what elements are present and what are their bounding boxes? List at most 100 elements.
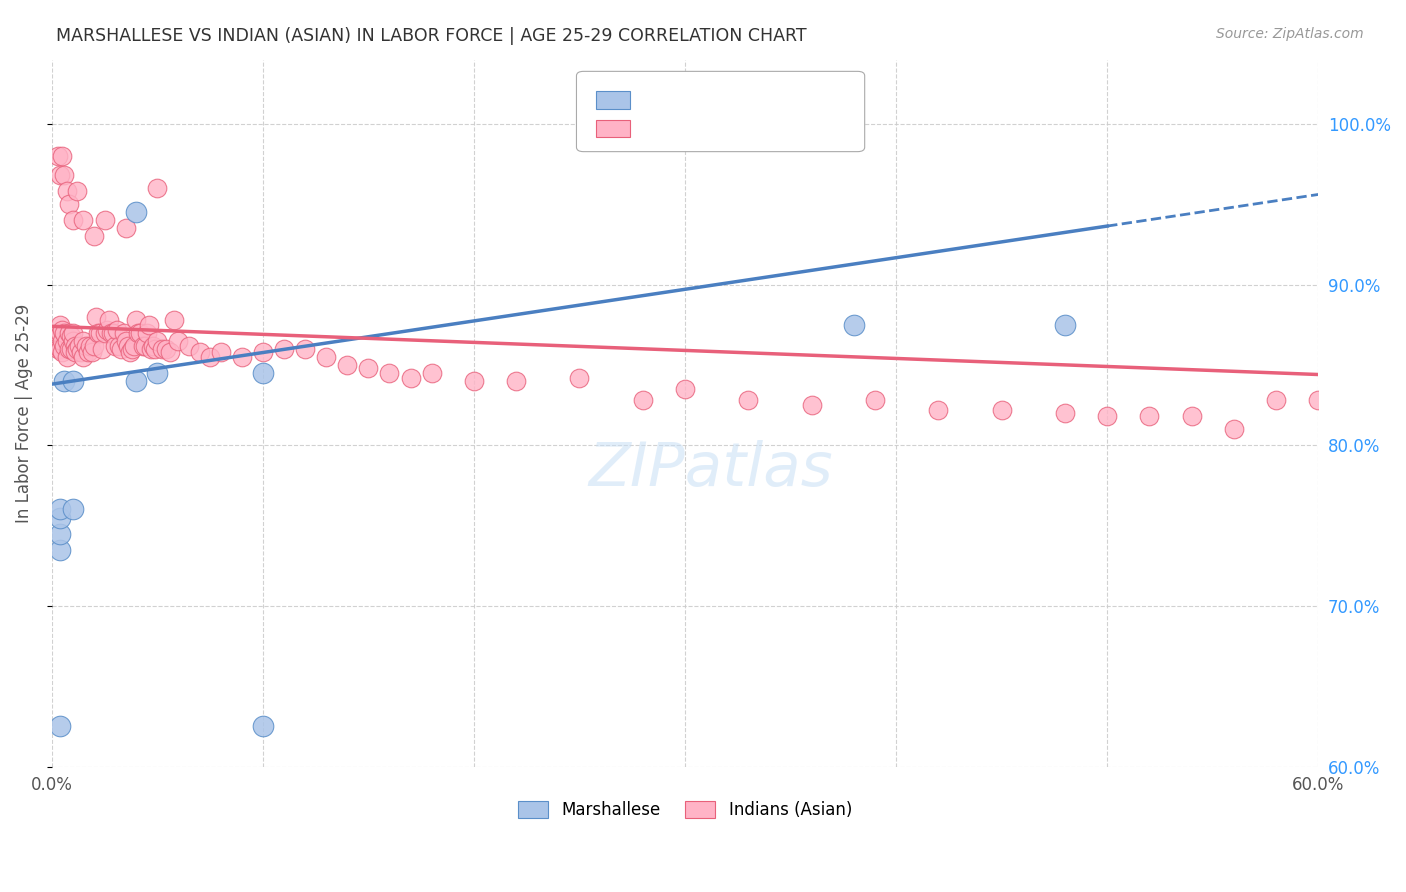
Legend: Marshallese, Indians (Asian): Marshallese, Indians (Asian) [512,794,859,825]
Point [357,361,380,376]
Point [139,342,162,356]
Point [72,334,94,348]
Point [146,334,169,348]
Point [273,342,295,356]
Point [673,382,696,396]
Point [1095,409,1118,424]
Point [927,402,949,417]
Point [62,334,84,348]
Point [101,326,124,340]
Point [62,213,84,227]
Point [167,334,190,348]
Point [49,342,72,356]
Point [58,197,80,211]
Point [420,366,443,380]
Point [79,338,101,352]
Point [134,338,156,352]
Point [105,322,128,336]
Point [737,393,759,408]
Point [89,326,111,340]
Point [118,345,141,359]
Point [93,213,115,227]
Point [62,374,84,388]
Point [49,326,72,340]
Text: R = -0.204   N = 109: R = -0.204 N = 109 [636,120,834,137]
Point [51,334,73,348]
Point [631,393,654,408]
Point [378,366,401,380]
Point [46,149,69,163]
Y-axis label: In Labor Force | Age 25-29: In Labor Force | Age 25-29 [15,303,32,523]
Point [399,370,422,384]
Point [83,338,105,352]
Point [49,510,72,524]
Point [63,345,86,359]
Point [53,326,76,340]
Point [75,338,97,352]
Point [100,326,122,340]
Point [53,338,76,352]
Point [1181,409,1204,424]
Point [117,338,139,352]
Point [46,342,69,356]
Text: ZIPatlas: ZIPatlas [588,440,832,500]
Point [84,310,107,324]
Point [138,318,160,332]
Point [990,402,1012,417]
Point [55,334,77,348]
Point [1139,409,1161,424]
Text: Source: ZipAtlas.com: Source: ZipAtlas.com [1216,27,1364,41]
Point [125,313,148,327]
Point [46,326,69,340]
Point [159,345,181,359]
Point [568,370,591,384]
Point [66,342,89,356]
Point [1053,318,1076,332]
Point [131,338,153,352]
Point [1265,393,1288,408]
Point [1053,406,1076,420]
Point [122,338,145,352]
Point [97,313,120,327]
Point [163,313,186,327]
Point [294,342,316,356]
Point [55,350,77,364]
Point [49,169,72,183]
Point [58,326,80,340]
Point [70,345,93,359]
Point [1223,422,1246,436]
Point [51,322,73,336]
Point [146,366,169,380]
Text: MARSHALLESE VS INDIAN (ASIAN) IN LABOR FORCE | AGE 25-29 CORRELATION CHART: MARSHALLESE VS INDIAN (ASIAN) IN LABOR F… [56,27,807,45]
Point [104,338,127,352]
Point [125,205,148,219]
Point [66,185,89,199]
Point [252,719,274,733]
Point [55,185,77,199]
Point [135,326,157,340]
Point [155,342,177,356]
Point [198,350,221,364]
Point [49,542,72,557]
Point [336,358,359,372]
Point [49,502,72,516]
Point [209,345,232,359]
Point [51,345,73,359]
Point [59,329,82,343]
Point [58,342,80,356]
Point [143,342,166,356]
Point [188,345,211,359]
Point [129,326,152,340]
Point [49,526,72,541]
Point [252,366,274,380]
Point [1308,393,1330,408]
Point [146,181,169,195]
Point [62,326,84,340]
Point [114,334,136,348]
Point [53,374,76,388]
Point [252,345,274,359]
Point [93,326,115,340]
Point [863,393,886,408]
Point [72,213,94,227]
Point [59,342,82,356]
